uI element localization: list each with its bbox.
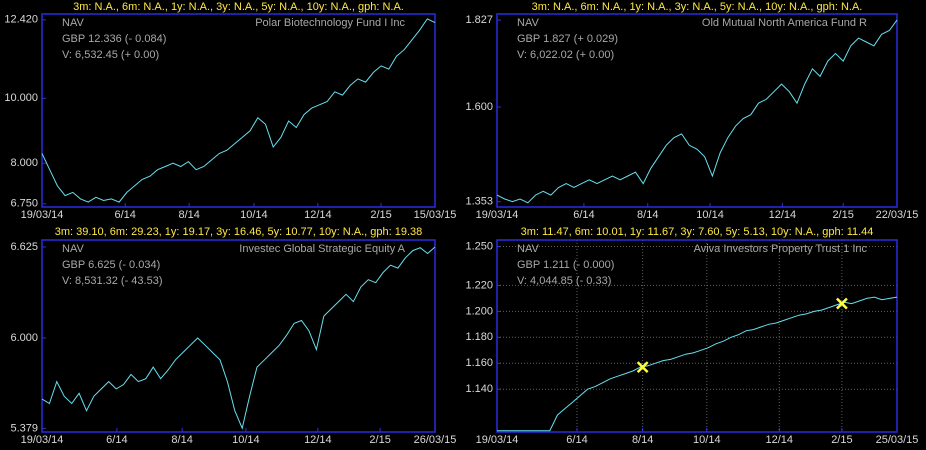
x-tick-label: 10/14: [232, 434, 260, 446]
y-tick-label: 6.625: [10, 241, 38, 253]
y-tick-label: 1.600: [465, 101, 493, 113]
plot-frame: [41, 13, 436, 208]
x-tick-label: 19/03/14: [476, 434, 519, 446]
y-tick-label: 12.420: [4, 14, 38, 26]
marker: [636, 361, 649, 374]
fund-name: Aviva Investors Property Trust 1 Inc: [694, 243, 868, 255]
x-tick-label: 2/15: [369, 434, 390, 446]
fund-name: Old Mutual North America Fund R: [702, 17, 867, 29]
y-tick-label: 1.160: [465, 357, 493, 369]
annotation: GBP 1.827 (+ 0.029): [517, 33, 618, 45]
x-tick-label: 26/03/15: [414, 434, 457, 446]
y-tick-label: 6.000: [10, 332, 38, 344]
x-tick-label: 2/15: [370, 209, 391, 221]
x-tick-label: 19/03/14: [21, 209, 64, 221]
header: 3m: N.A., 6m: N.A., 1y: N.A., 3y: N.A., …: [532, 1, 863, 13]
y-tick-label: 8.000: [10, 157, 38, 169]
y-tick-label: 1.827: [465, 14, 493, 26]
annotation: V: 4,044.85 (- 0.33): [517, 275, 611, 287]
y-tick-label: 5.379: [10, 422, 38, 434]
x-tick-label: 8/14: [637, 209, 658, 221]
nav-line: [41, 246, 436, 430]
series-label: NAV: [517, 17, 539, 29]
plot-frame: [41, 239, 436, 433]
x-tick-label: 12/14: [304, 209, 332, 221]
annotation: GBP 12.336 (- 0.084): [62, 33, 166, 45]
x-tick-label: 2/15: [832, 209, 853, 221]
x-tick-label: 8/14: [632, 434, 653, 446]
x-tick-label: 19/03/14: [476, 209, 519, 221]
y-tick-label: 1.250: [465, 240, 493, 252]
header: 3m: 11.47, 6m: 10.01, 1y: 11.67, 3y: 7.6…: [521, 226, 874, 238]
y-tick-label: 1.140: [465, 383, 493, 395]
x-tick-label: 22/03/15: [876, 209, 919, 221]
annotation: V: 6,532.45 (+ 0.00): [62, 49, 159, 61]
y-tick-label: 1.180: [465, 331, 493, 343]
x-tick-label: 10/14: [693, 434, 721, 446]
plot-frame: [496, 239, 898, 433]
fund-name: Investec Global Strategic Equity A: [239, 243, 405, 255]
marker-stroke: [636, 361, 649, 374]
y-tick-label: 10.000: [4, 92, 38, 104]
x-tick-label: 8/14: [171, 434, 192, 446]
x-tick-label: 8/14: [178, 209, 199, 221]
x-tick-label: 12/14: [769, 209, 797, 221]
x-tick-label: 12/14: [765, 434, 793, 446]
series-label: NAV: [517, 243, 539, 255]
annotation: GBP 1.211 (- 0.000): [517, 259, 614, 271]
nav-line: [41, 18, 436, 203]
annotation: V: 6,022.02 (+ 0.00): [517, 49, 614, 61]
y-tick-label: 1.200: [465, 305, 493, 317]
x-tick-label: 12/14: [304, 434, 332, 446]
nav-line: [496, 19, 898, 204]
x-tick-label: 2/15: [831, 434, 852, 446]
header: 3m: N.A., 6m: N.A., 1y: N.A., 3y: N.A., …: [73, 1, 404, 13]
y-tick-label: 6.750: [10, 198, 38, 210]
y-tick-label: 1.220: [465, 279, 493, 291]
marker-stroke: [836, 297, 848, 310]
nav-line: [497, 296, 898, 432]
series-label: NAV: [62, 17, 84, 29]
x-tick-label: 6/14: [106, 434, 127, 446]
annotation: GBP 6.625 (- 0.034): [62, 259, 160, 271]
fund-name: Polar Biotechnology Fund I Inc: [255, 17, 405, 29]
marker: [836, 297, 848, 310]
y-tick-label: 1.353: [465, 196, 493, 208]
series-label: NAV: [62, 243, 84, 255]
annotation: V: 8,531.32 (- 43.53): [62, 275, 163, 287]
x-tick-label: 15/03/15: [414, 209, 457, 221]
plot-frame: [496, 13, 898, 208]
x-tick-label: 6/14: [566, 434, 587, 446]
x-tick-label: 10/14: [240, 209, 268, 221]
x-tick-label: 19/03/14: [21, 434, 64, 446]
header: 3m: 39.10, 6m: 29.23, 1y: 19.17, 3y: 16.…: [55, 226, 423, 238]
x-tick-label: 6/14: [115, 209, 136, 221]
x-tick-label: 10/14: [696, 209, 724, 221]
x-tick-label: 25/03/15: [876, 434, 919, 446]
x-tick-label: 6/14: [573, 209, 594, 221]
